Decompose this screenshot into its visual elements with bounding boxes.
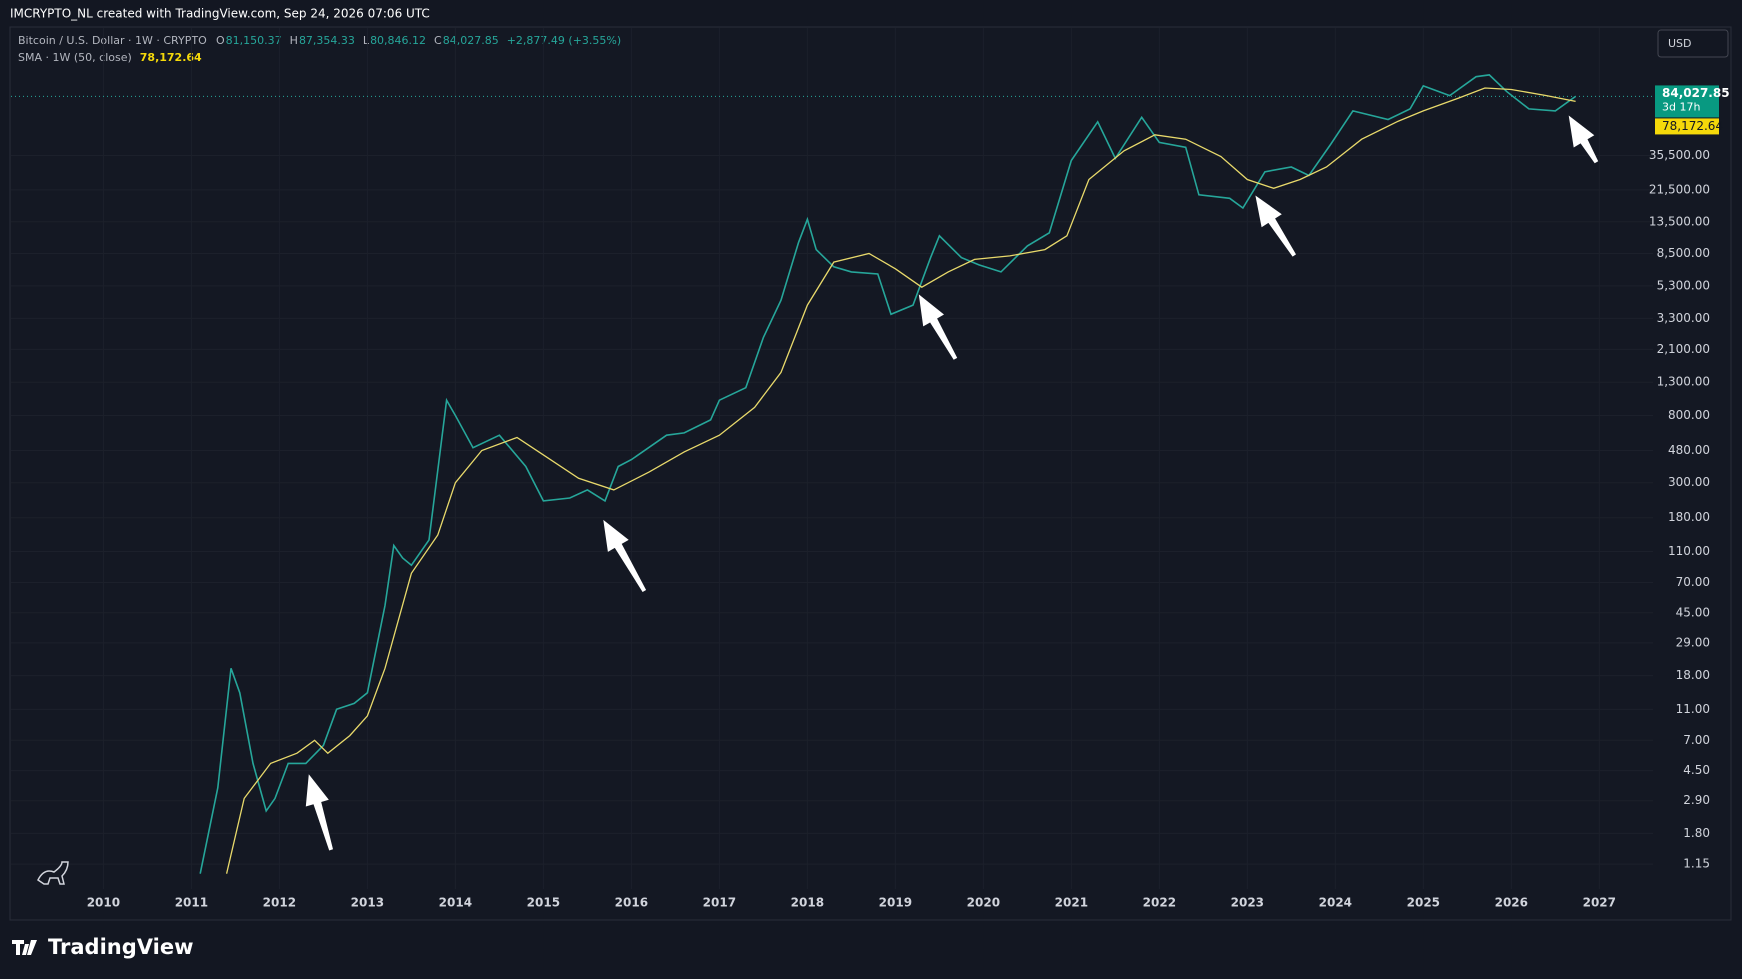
ohlc-key: C <box>434 34 442 47</box>
x-tick-label: 2014 <box>439 896 472 910</box>
y-tick-label: 2,100.00 <box>1657 342 1710 356</box>
y-tick-label: 3,300.00 <box>1657 311 1710 325</box>
x-tick-label: 2022 <box>1143 896 1176 910</box>
y-tick-label: 800.00 <box>1668 408 1710 422</box>
annotation-arrow <box>305 774 333 851</box>
annotation-arrow <box>1255 195 1296 257</box>
ohlc-value: 81,150.37 <box>226 34 282 47</box>
change: +2,877.49 (+3.55%) <box>507 34 621 47</box>
credit: IMCRYPTO_NL created with TradingView.com… <box>10 7 430 21</box>
brand: TradingView <box>48 935 193 959</box>
y-tick-label: 1,300.00 <box>1657 375 1710 389</box>
price-countdown: 3d 17h <box>1662 100 1700 113</box>
y-tick-label: 1.80 <box>1683 826 1710 840</box>
y-tick-label: 8,500.00 <box>1657 246 1710 260</box>
annotation-arrow <box>1568 115 1599 164</box>
price-tag-label: 84,027.85 <box>1662 86 1730 100</box>
chart-frame <box>9 26 1732 921</box>
x-tick-label: 2016 <box>615 896 648 910</box>
series-line <box>225 87 1576 874</box>
y-tick-label: 70.00 <box>1676 575 1710 589</box>
y-tick-label: 11.00 <box>1676 702 1710 716</box>
x-tick-label: 2025 <box>1407 896 1440 910</box>
ohlc-key: O <box>216 34 225 47</box>
logo-mark <box>12 940 37 955</box>
x-tick-label: 2019 <box>879 896 912 910</box>
y-tick-label: 480.00 <box>1668 443 1710 457</box>
y-tick-label: 29.00 <box>1676 635 1710 649</box>
y-tick-label: 13,500.00 <box>1649 214 1710 228</box>
ohlc-legend: O 81,150.37 H 87,354.33 L 80,846.12 C 84,027.85… <box>216 34 621 47</box>
y-tick-label: 35,500.00 <box>1649 148 1710 162</box>
x-tick-label: 2015 <box>527 896 560 910</box>
y-tick-label: 1.15 <box>1683 857 1710 871</box>
y-tick-label: 180.00 <box>1668 510 1710 524</box>
y-tick-label: 2.90 <box>1683 793 1710 807</box>
y-tick-label: 7.00 <box>1683 733 1710 747</box>
ohlc-value: 87,354.33 <box>299 34 355 47</box>
x-tick-label: 2017 <box>703 896 736 910</box>
x-tick-label: 2026 <box>1495 896 1528 910</box>
ohlc-key: H <box>290 34 298 47</box>
logo: TradingView <box>12 935 193 959</box>
y-tick-label: 4.50 <box>1683 763 1710 777</box>
sma-value: 78,172.64 <box>140 51 202 64</box>
x-tick-label: 2024 <box>1319 896 1352 910</box>
sma-tag-label: 78,172.64 <box>1662 119 1723 133</box>
series-line <box>199 74 1577 874</box>
price-tag <box>1655 85 1719 118</box>
y-tick-label: 110.00 <box>1668 544 1710 558</box>
x-tick-label: 2013 <box>351 896 384 910</box>
x-tick-label: 2012 <box>263 896 296 910</box>
x-tick-label: 2018 <box>791 896 824 910</box>
ohlc-value: 84,027.85 <box>443 34 499 47</box>
sma-name: SMA · 1W (50, close) <box>18 51 132 64</box>
replay-icon <box>37 861 69 885</box>
y-tick-label: 18.00 <box>1676 668 1710 682</box>
series-name: Bitcoin / U.S. Dollar · 1W · CRYPTO <box>18 34 207 47</box>
ohlc-key: L <box>363 34 370 47</box>
x-tick-label: 2027 <box>1583 896 1616 910</box>
annotation-arrow <box>603 519 647 592</box>
annotation-arrow <box>918 294 958 360</box>
y-tick-label: 300.00 <box>1668 475 1710 489</box>
y-tick-label: 5,300.00 <box>1657 278 1710 292</box>
x-tick-label: 2010 <box>87 896 120 910</box>
x-tick-label: 2011 <box>175 896 208 910</box>
y-tick-label: 45.00 <box>1676 605 1710 619</box>
sma-tag <box>1655 118 1719 135</box>
currency-button[interactable] <box>1657 29 1729 58</box>
x-tick-label: 2021 <box>1055 896 1088 910</box>
x-tick-label: 2023 <box>1231 896 1264 910</box>
currency-label: USD <box>1668 37 1692 50</box>
y-tick-label: 21,500.00 <box>1649 182 1710 196</box>
x-tick-label: 2020 <box>967 896 1000 910</box>
ohlc-value: 80,846.12 <box>370 34 426 47</box>
